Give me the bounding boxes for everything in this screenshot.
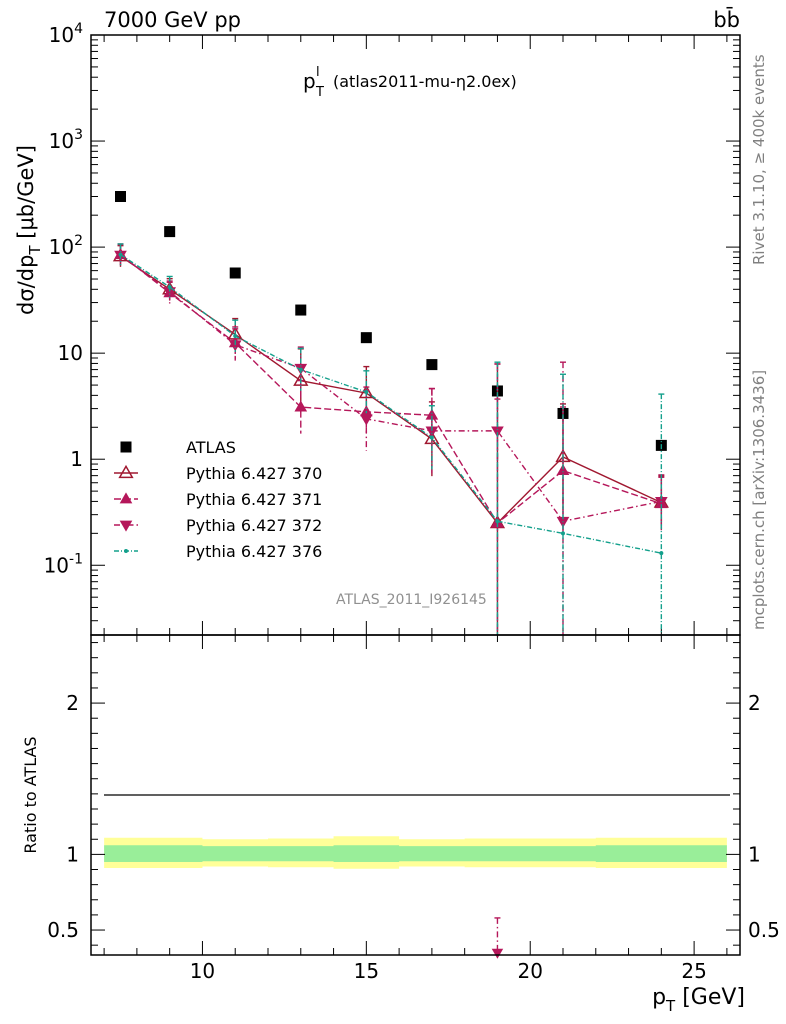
data-point — [659, 551, 664, 556]
main-panel: 10-1 1 10 102 103 104 p l T (atlas2011-mu-η2.… — [14, 21, 741, 636]
ratio-xtick-label: 20 — [517, 959, 542, 983]
data-point — [561, 531, 565, 536]
rivet-label: Rivet 3.1.10, ≥ 400k events — [750, 54, 768, 265]
data-point — [360, 414, 373, 426]
ratio-ytick-label-left: 0.5 — [47, 918, 79, 942]
data-point — [425, 426, 439, 438]
main-ytick-label: 1 — [70, 447, 83, 471]
ratio-bands — [104, 836, 727, 869]
main-ytick-label: 103 — [49, 127, 83, 153]
ratio-band-green — [104, 845, 727, 862]
ratio-xtick-label: 15 — [354, 959, 379, 983]
ratio-ytick-label-right: 1 — [748, 842, 761, 866]
ratio-ytick-label-right: 2 — [748, 691, 761, 715]
data-point — [655, 497, 668, 509]
main-ytick-label: 102 — [49, 233, 83, 259]
series-4 — [117, 243, 665, 635]
data-point — [119, 520, 133, 532]
data-point — [364, 390, 369, 395]
legend-label: Pythia 6.427 376 — [186, 542, 322, 561]
data-point — [228, 340, 242, 352]
data-point — [495, 519, 500, 524]
legend-label: Pythia 6.427 372 — [186, 516, 322, 535]
ratio-xtick-label: 10 — [190, 959, 215, 983]
legend-label: Pythia 6.427 371 — [186, 490, 322, 509]
ratio-frame — [90, 634, 741, 956]
data-point — [556, 516, 570, 528]
ratio-ytick-label-left: 2 — [66, 691, 79, 715]
main-title-sub: T — [315, 85, 324, 100]
main-title-rest: (atlas2011-mu-η2.0ex) — [333, 72, 517, 91]
data-point — [229, 267, 241, 279]
ratio-xlabel: pT [GeV] — [652, 985, 745, 1015]
data-point — [120, 441, 132, 453]
data-point — [295, 304, 307, 316]
main-title-sup: l — [316, 65, 320, 80]
main-ytick-label: 10-1 — [44, 551, 83, 577]
data-point — [119, 492, 133, 504]
data-point — [167, 285, 172, 290]
main-ylabel: dσ/dpT [μb/GeV] — [14, 145, 44, 315]
analysis-label: ATLAS_2011_I926145 — [336, 592, 487, 608]
data-point — [118, 464, 134, 479]
data-point — [426, 359, 438, 371]
data-point — [115, 191, 126, 203]
energy-label: 7000 GeV pp — [104, 8, 241, 32]
ratio-ylabel: Ratio to ATLAS — [21, 736, 40, 853]
main-title-p: p — [303, 69, 316, 93]
main-ytick-label: 10 — [58, 341, 83, 365]
legend: ATLAS Pythia 6.427 370 Pythia 6.427 371 Pyt… — [114, 438, 322, 561]
main-ytick-label: 104 — [49, 21, 83, 47]
ratio-ticks: 0.5 0.5 1 1 2 2 10 15 20 25 — [47, 635, 780, 983]
ratio-panel: 0.5 0.5 1 1 2 2 10 15 20 25 Ratio to ATLAS pT [Ge… — [21, 634, 780, 1015]
ratio-outlier — [491, 917, 504, 959]
data-point — [233, 334, 238, 339]
data-point — [429, 435, 434, 440]
data-point — [491, 948, 504, 959]
ratio-ytick-label-right: 0.5 — [748, 918, 780, 942]
ratio-xtick-label: 25 — [681, 959, 706, 983]
data-point — [124, 549, 128, 553]
legend-label: Pythia 6.427 370 — [186, 464, 322, 483]
data-point — [294, 400, 308, 412]
data-point — [425, 408, 439, 420]
svg-text:dσ/dpT [μb/GeV]: dσ/dpT [μb/GeV] — [14, 145, 44, 315]
process-label: bb̄ — [713, 7, 740, 32]
x-axis-label: pT [GeV] — [652, 985, 745, 1015]
main-ticks: 10-1 1 10 102 103 104 — [44, 21, 740, 635]
data-point — [491, 426, 504, 438]
main-series — [112, 191, 669, 635]
data-point — [118, 252, 123, 257]
mcplots-label: mcplots.cern.ch [arXiv:1306.3436] — [750, 370, 768, 630]
data-point — [360, 332, 372, 344]
data-point — [556, 464, 570, 476]
ratio-ytick-label-left: 1 — [66, 842, 79, 866]
data-point — [164, 226, 176, 238]
legend-label: ATLAS — [186, 438, 236, 457]
data-point — [298, 367, 303, 372]
